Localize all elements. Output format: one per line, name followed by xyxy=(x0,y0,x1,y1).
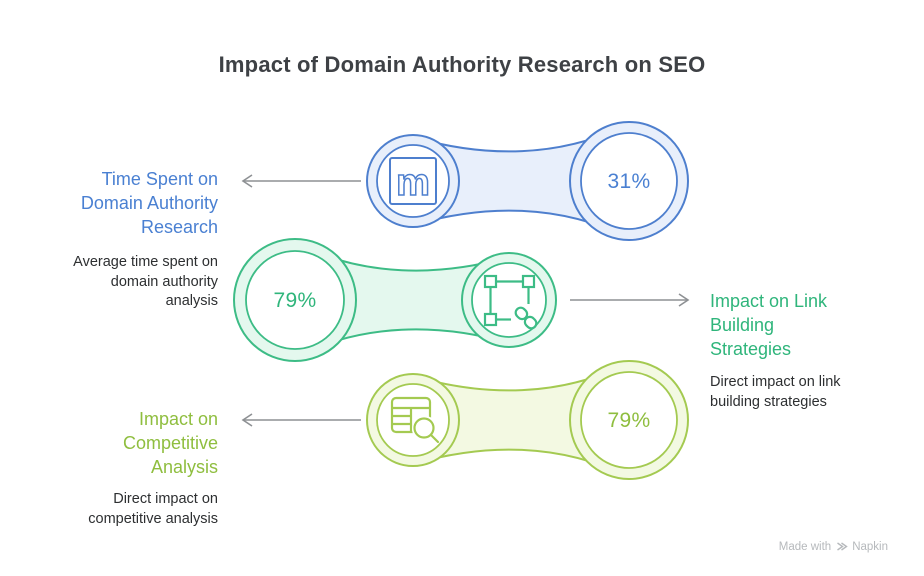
icon-circle-inner xyxy=(376,383,450,457)
label-line: Strategies xyxy=(710,339,792,359)
arrow-left-competitive-analysis xyxy=(241,413,361,427)
description-link-building: Direct impact on link building strategie… xyxy=(710,373,910,412)
label-link-building: Impact on Link Building Strategies xyxy=(710,289,910,361)
label-time-spent: Time Spent on Domain Authority Research xyxy=(28,167,218,239)
label-line: Domain Authority xyxy=(80,193,218,213)
value-circle-inner xyxy=(580,132,678,230)
watermark-brand: Napkin xyxy=(852,540,888,553)
description-time-spent: Average time spent on domain authority a… xyxy=(28,253,218,312)
dumbbell-link-building: 79% xyxy=(233,238,557,362)
svg-text:m: m xyxy=(396,162,430,204)
description-line: Direct impact on xyxy=(113,491,218,507)
table-search-icon xyxy=(390,396,440,444)
magnifier-handle-icon xyxy=(429,433,440,444)
value-label: 79% xyxy=(608,409,651,432)
link-selection-icon xyxy=(483,274,538,330)
napkin-logo-icon xyxy=(837,542,848,551)
description-line: analysis xyxy=(165,293,218,309)
label-line: Impact on xyxy=(138,409,218,429)
arrow-right-link-building xyxy=(570,293,690,307)
description-line: building strategies xyxy=(710,393,827,410)
value-circle-inner xyxy=(245,250,345,350)
value-label: 79% xyxy=(274,289,317,312)
label-line: Building xyxy=(710,315,775,335)
arrow-left-time-spent xyxy=(241,174,361,188)
description-line: Direct impact on link xyxy=(710,374,841,390)
arrowhead-left-icon xyxy=(241,174,253,188)
moz-m-icon: m xyxy=(389,157,437,205)
description-line: domain authority xyxy=(110,273,218,290)
arrowhead-right-icon xyxy=(678,293,690,307)
label-competitive-analysis: Impact on Competitive Analysis xyxy=(28,407,218,479)
label-line: Time Spent on xyxy=(101,169,218,189)
dumbbell-time-spent: m 31% xyxy=(366,121,689,241)
description-line: Average time spent on xyxy=(73,254,218,270)
value-label: 31% xyxy=(608,170,651,193)
dumbbell-competitive-analysis: 79% xyxy=(366,360,689,480)
magnifier-lens-icon xyxy=(413,417,435,439)
icon-circle-inner xyxy=(376,144,450,218)
watermark-prefix: Made with xyxy=(778,540,832,553)
label-line: Competitive xyxy=(122,433,218,453)
description-line: competitive analysis xyxy=(88,510,218,527)
label-line: Impact on Link xyxy=(710,291,828,311)
page-title: Impact of Domain Authority Research on S… xyxy=(218,52,706,77)
label-line: Research xyxy=(140,217,218,237)
description-competitive-analysis: Direct impact on competitive analysis xyxy=(28,490,218,529)
label-line: Analysis xyxy=(150,457,218,477)
arrowhead-left-icon xyxy=(241,413,253,427)
chain-link-icon xyxy=(514,306,538,330)
value-circle-inner xyxy=(580,371,678,469)
watermark: Made with Napkin xyxy=(779,540,888,553)
